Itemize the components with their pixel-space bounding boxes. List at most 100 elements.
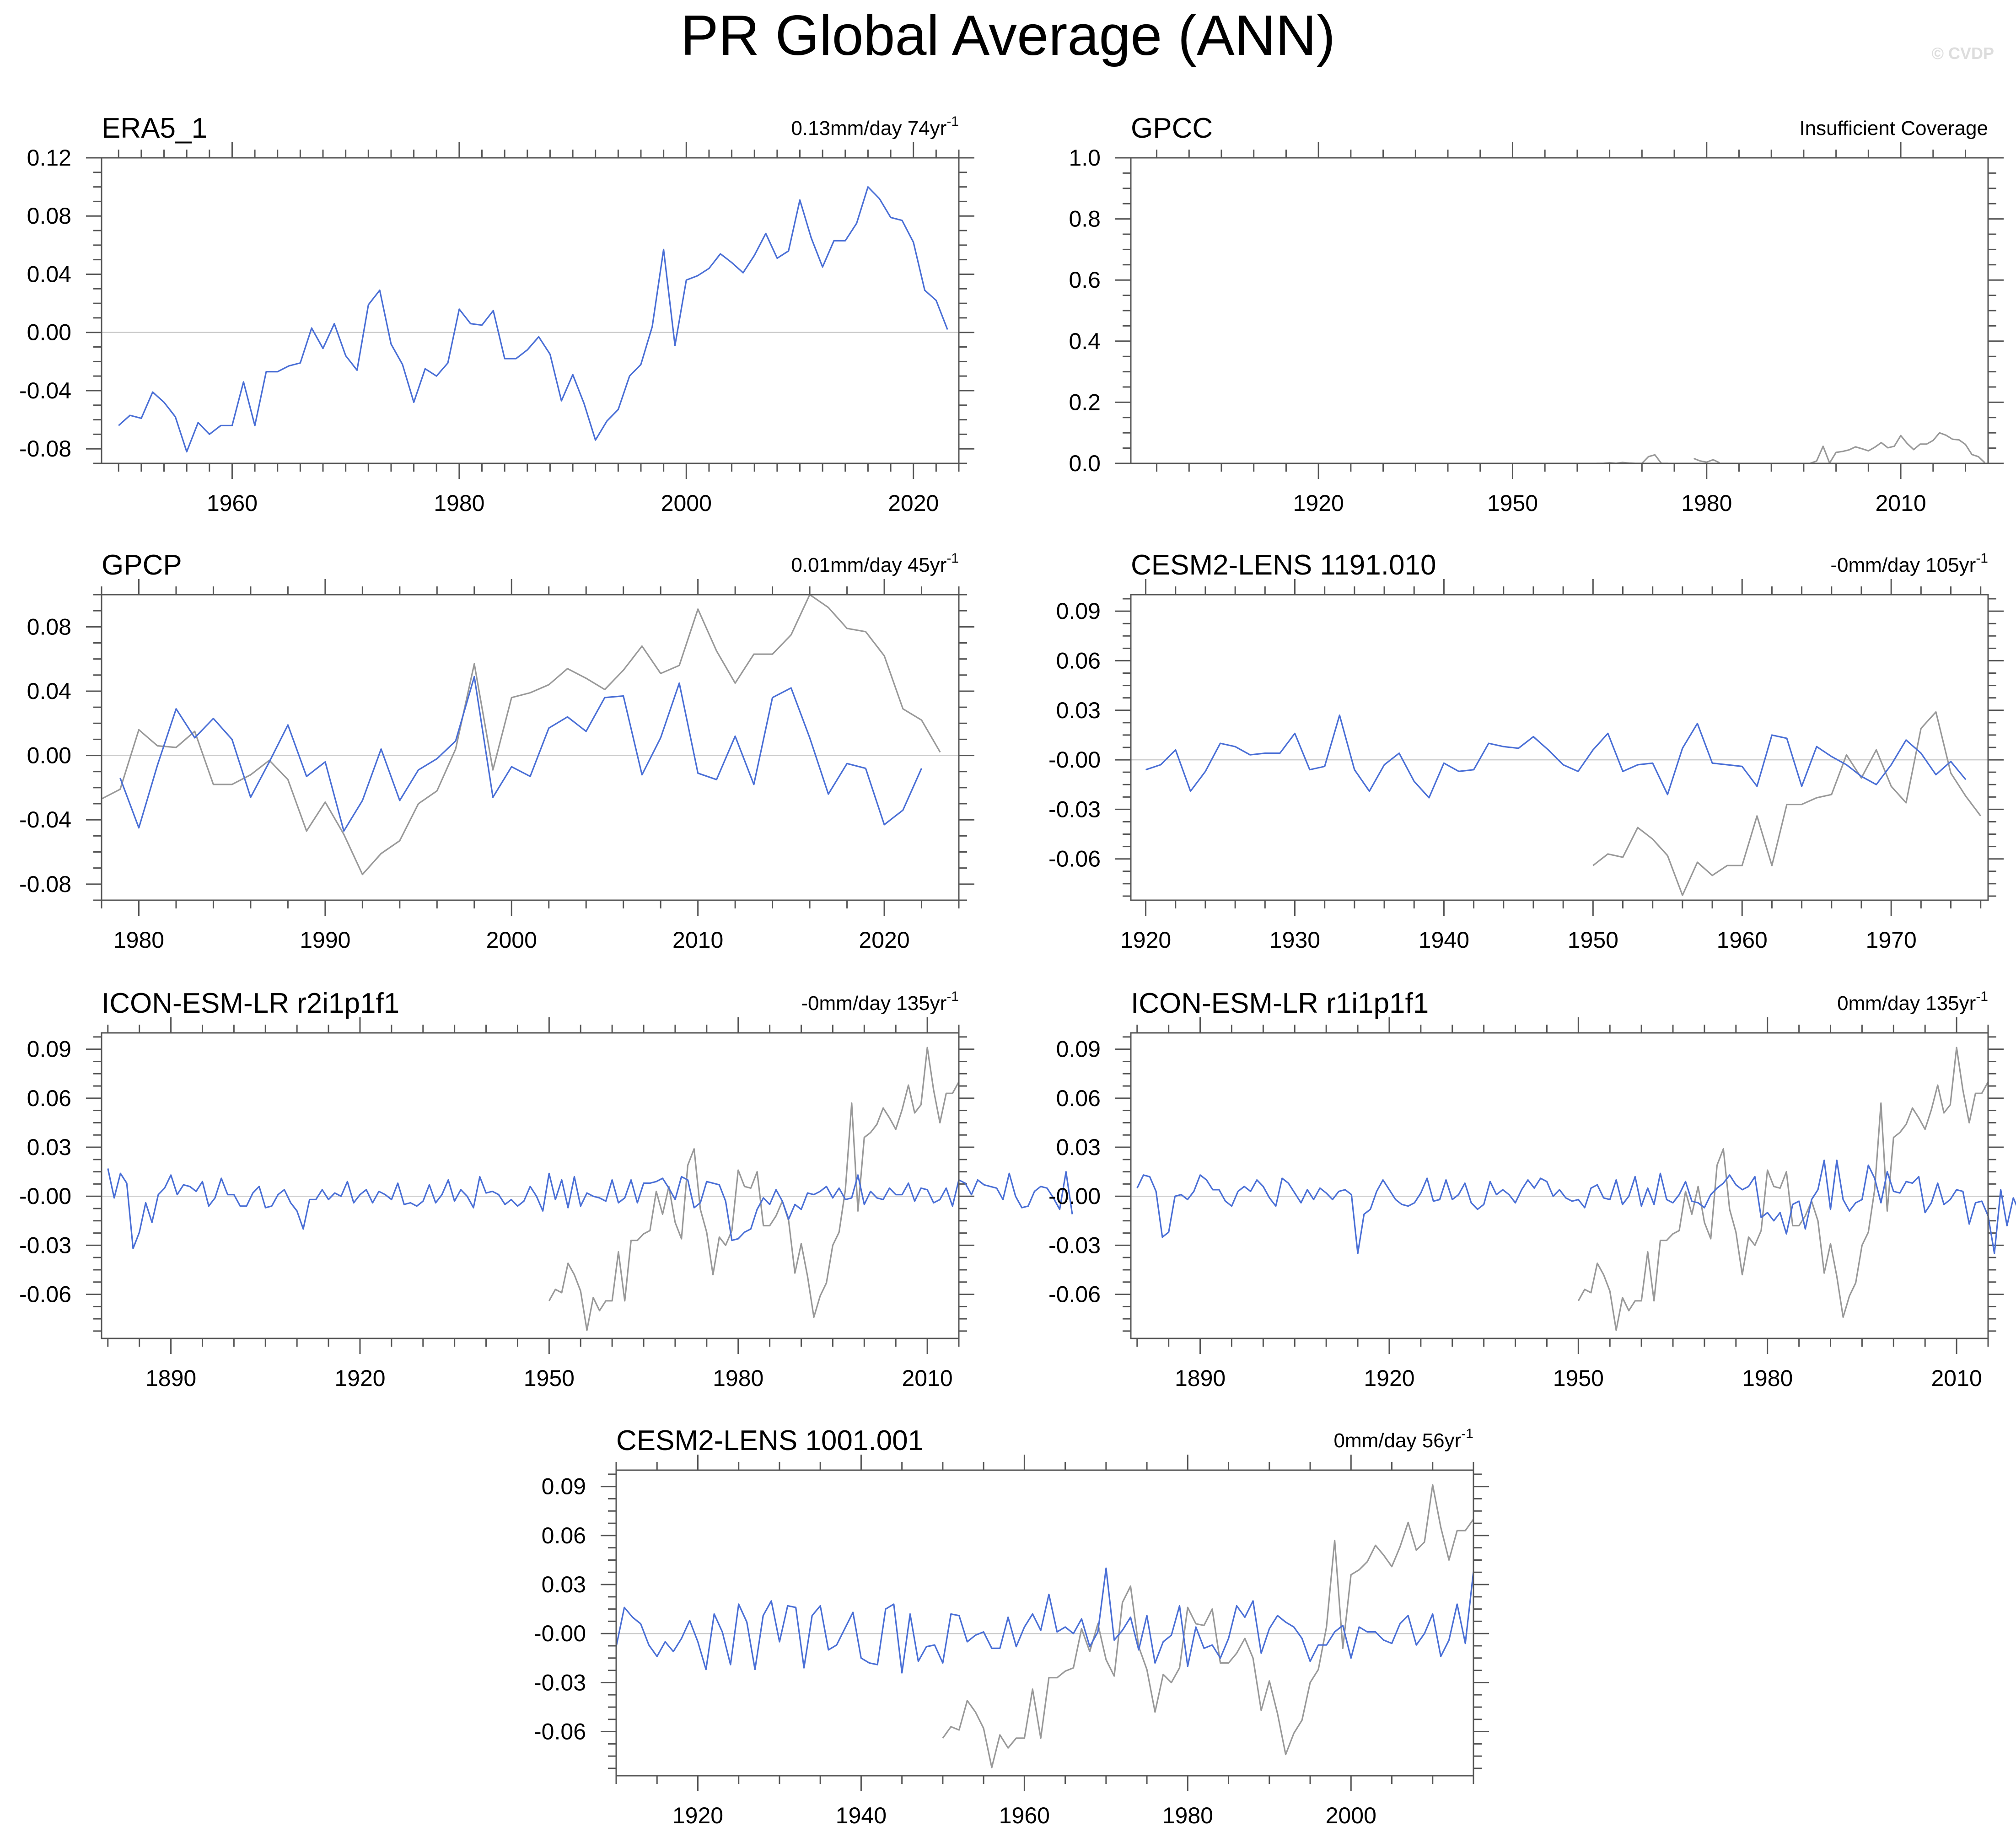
panel-cesm2-1191: CESM2-LENS 1191.010 -0mm/day 105yr-1 1920 1… [1026,540,2004,953]
plot-frame [1130,594,1989,901]
trend-annotation: 0.01mm/day 45yr-1 [791,551,959,576]
panel-title: ERA5_1 [102,113,207,144]
y-tick-label: 0.06 [27,1085,71,1111]
x-tick-label: 2010 [902,1365,952,1391]
y-tick-label: -0.08 [19,436,71,462]
y-tick-label: -0.06 [1048,1282,1101,1307]
trend-years: 105 [1925,554,1959,576]
trend-value: 0mm/day [1837,992,1925,1015]
chart-svg: ICON-ESM-LR r2i1p1f1 -0mm/day 135yr-1 1890… [19,988,1073,1391]
x-tick-label: 2000 [486,927,537,953]
x-tick-label: 1970 [1866,927,1917,953]
x-tick-label: 1940 [1419,927,1469,953]
x-tick-label: 1980 [1162,1803,1213,1828]
y-tick-label: 0.09 [27,1037,71,1062]
y-tick-label: -0.03 [19,1232,71,1258]
chart-svg: GPCP 0.01mm/day 45yr-1 1980 1990 2000 2010 202… [19,549,974,953]
y-tick-label: -0.03 [1048,796,1101,822]
trend-value: 0mm/day [1334,1429,1422,1452]
reference-series-line [1597,454,1668,464]
y-tick-label: 0.8 [1069,206,1101,232]
trend-years: 135 [896,992,930,1015]
primary-series-line [615,1567,1474,1674]
y-tick-label: 0.03 [1056,1134,1101,1160]
y-tick-label: -0.06 [19,1282,71,1307]
y-tick-label: 0.09 [542,1474,586,1499]
chart-svg: CESM2-LENS 1191.010 -0mm/day 105yr-1 1920 1… [1048,549,2004,953]
x-tick-label: 1950 [1568,927,1618,953]
trend-annotation: Insufficient Coverage [1799,117,1988,140]
x-tick-label: 1980 [1742,1365,1793,1391]
panel-gpcc: GPCC Insufficient Coverage 1920 1950 1980 201… [1026,103,2004,516]
trend-exponent: -1 [946,989,959,1004]
trend-annotation: -0mm/day 105yr-1 [1830,551,1988,576]
y-tick-label: -0.00 [534,1621,586,1646]
panel-title: ICON-ESM-LR r2i1p1f1 [102,988,399,1019]
trend-exponent: -1 [946,551,959,566]
y-tick-label: -0.03 [534,1670,586,1695]
x-tick-label: 1890 [145,1365,196,1391]
panel-cesm2-1001: CESM2-LENS 1001.001 0mm/day 56yr-1 1920 194… [511,1415,1489,1828]
trend-unit: yr [930,992,947,1015]
x-tick-label: 2010 [672,927,723,953]
y-tick-label: 0.6 [1069,267,1101,293]
x-tick-label: 1920 [672,1803,723,1828]
trend-exponent: -1 [1976,551,1988,566]
x-tick-label: 1890 [1175,1365,1226,1391]
x-tick-label: 1980 [1681,490,1732,516]
trend-value: -0mm/day [1830,554,1925,576]
trend-exponent: -1 [1976,989,1988,1004]
trend-unit: yr [1445,1429,1462,1452]
y-tick-label: 0.04 [27,678,71,704]
trend-years: 56 [1422,1429,1445,1452]
panel-title: ICON-ESM-LR r1i1p1f1 [1131,988,1429,1019]
primary-series-line [119,676,922,832]
reference-series-line [942,1484,1474,1768]
plot-frame [1130,157,1989,464]
x-tick-label: 2010 [1875,490,1926,516]
plot-frame [1130,1032,1989,1339]
y-tick-label: -0.00 [19,1183,71,1209]
x-tick-label: 1980 [113,927,164,953]
x-tick-label: 1960 [1717,927,1768,953]
plot-frame [615,1469,1474,1777]
x-tick-label: 1920 [334,1365,385,1391]
y-tick-label: -0.08 [19,871,71,897]
trend-unit: yr [1959,992,1976,1015]
y-tick-label: 0.04 [27,261,71,287]
y-tick-label: -0.00 [1048,1183,1101,1209]
x-tick-label: 1930 [1269,927,1320,953]
y-tick-label: 0.08 [27,614,71,639]
y-tick-label: -0.04 [19,807,71,833]
y-tick-label: 0.09 [1056,1037,1101,1062]
y-tick-label: 0.12 [27,145,71,171]
trend-years: 135 [1925,992,1959,1015]
x-tick-label: 1980 [713,1365,763,1391]
y-tick-label: -0.03 [1048,1232,1101,1258]
primary-series-line [107,1168,1073,1250]
panel-icon-r2: ICON-ESM-LR r2i1p1f1 -0mm/day 135yr-1 1890… [0,978,1073,1391]
x-tick-label: 1920 [1364,1365,1414,1391]
panel-icon-r1: ICON-ESM-LR r1i1p1f1 0mm/day 135yr-1 1890 1… [1026,978,2016,1391]
chart-svg: ICON-ESM-LR r1i1p1f1 0mm/day 135yr-1 1890 1… [1048,988,2016,1391]
y-tick-label: 0.08 [27,203,71,229]
trend-exponent: -1 [1461,1426,1473,1441]
reference-series-line [1592,711,1981,896]
trend-value: 0.13mm/day [791,117,907,140]
x-tick-label: 1950 [1553,1365,1604,1391]
reference-series-line [548,1047,960,1331]
chart-svg: GPCC Insufficient Coverage 1920 1950 1980 201… [1069,113,2004,516]
panel-title: CESM2-LENS 1001.001 [616,1425,924,1456]
plot-frame [101,157,960,464]
x-tick-label: 1990 [300,927,350,953]
x-tick-label: 1940 [836,1803,887,1828]
y-tick-label: 1.0 [1069,145,1101,171]
trend-years: 45 [908,554,930,576]
reference-series-line [1693,457,1720,464]
y-tick-label: 0.0 [1069,451,1101,476]
y-tick-label: -0.06 [534,1719,586,1745]
x-tick-label: 1950 [524,1365,575,1391]
panel-title: GPCC [1131,113,1213,144]
watermark: © CVDP [1931,44,1994,63]
x-tick-label: 1920 [1293,490,1344,516]
